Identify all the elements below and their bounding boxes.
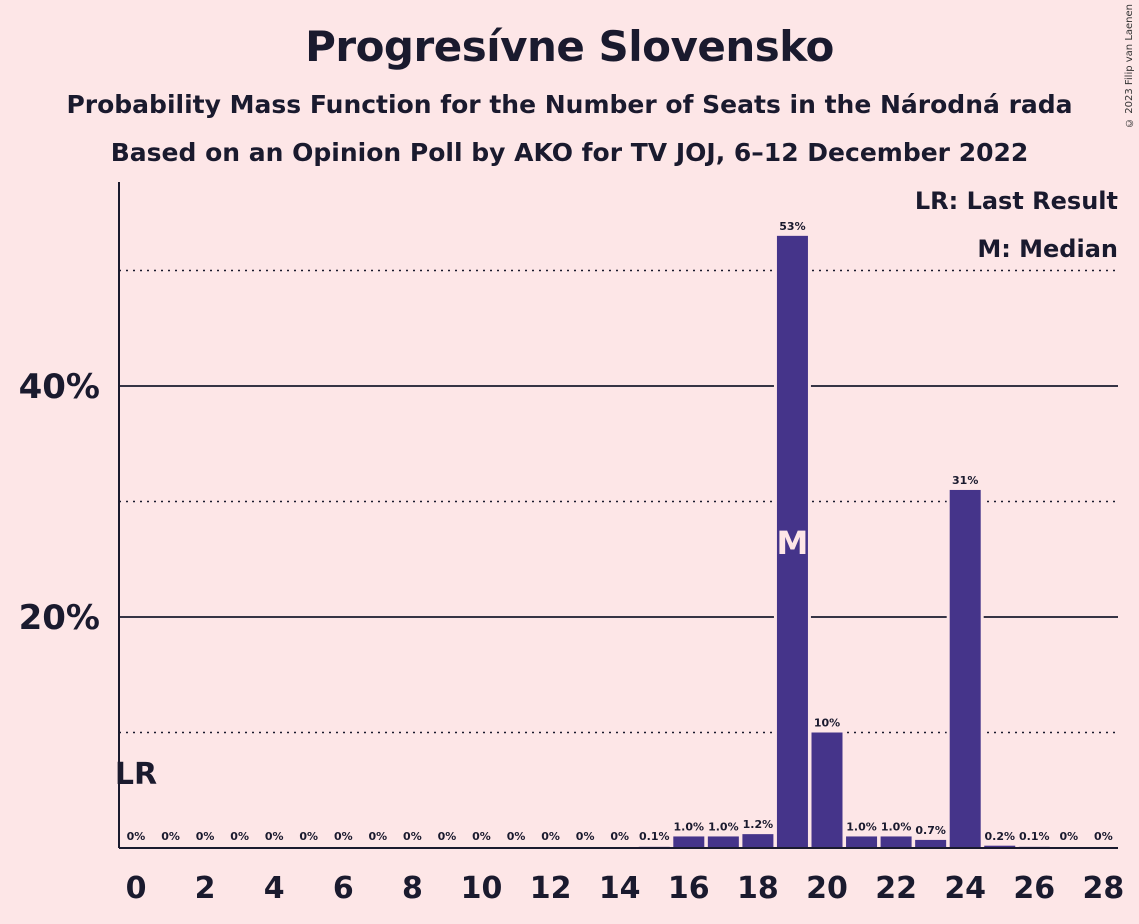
x-tick-label: 22 [875,871,917,906]
data-label: 53% [779,220,805,233]
chart-title: Progresívne Slovensko [305,22,834,71]
data-label: 0% [1060,830,1079,843]
data-label: 0% [230,830,249,843]
legend-last-result: LR: Last Result [915,187,1118,215]
data-label: 0% [1094,830,1113,843]
x-tick-label: 8 [402,871,423,906]
bars: 0% 0% 0% 0% 0% 0% 0% 0% 0% 0% 0% 0% 0% 0% 0% 0.1%1.0% 1.… [127,220,1113,849]
data-label: 1.2% [743,818,774,831]
bar [776,235,808,849]
x-tick-label: 2 [195,871,216,906]
data-label: 0.2% [984,830,1015,843]
bar [707,836,739,848]
data-label: 0% [127,830,146,843]
bar [949,489,981,848]
bar [984,845,1016,848]
x-tick-label: 10 [461,871,503,906]
data-label: 1.0% [708,820,739,833]
data-label: 0.1% [639,830,670,843]
data-label: 1.0% [674,820,705,833]
chart-subtitle: Probability Mass Function for the Number… [66,90,1073,119]
y-tick-label: 40% [19,367,100,407]
bar [673,836,705,848]
data-label: 0% [369,830,388,843]
data-label: 0% [299,830,318,843]
data-label: 1.0% [846,820,877,833]
median-marker: M [777,524,809,562]
data-label: 0% [610,830,629,843]
data-label: 0% [403,830,422,843]
x-tick-label: 14 [599,871,641,906]
data-label: 0% [507,830,526,843]
x-tick-label: 26 [1013,871,1055,906]
bar [742,834,774,848]
x-tick-label: 28 [1083,871,1125,906]
x-tick-label: 18 [737,871,779,906]
bar [880,836,912,848]
y-tick-label: 20% [19,598,100,638]
data-label: 0% [161,830,180,843]
x-tick-label: 12 [530,871,572,906]
x-tick-label: 24 [944,871,986,906]
data-label: 1.0% [881,820,912,833]
data-label: 0% [196,830,215,843]
data-label: 0% [265,830,284,843]
chart-source: Based on an Opinion Poll by AKO for TV J… [110,138,1029,167]
x-tick-label: 4 [264,871,285,906]
data-label: 0% [334,830,353,843]
bar [846,836,878,848]
data-label: 10% [814,717,840,730]
data-label: 0.1% [1019,830,1050,843]
data-label: 0% [576,830,595,843]
data-label: 0% [541,830,560,843]
data-label: 0% [438,830,457,843]
data-label: 31% [952,474,978,487]
x-tick-label: 6 [333,871,354,906]
data-label: 0% [472,830,491,843]
data-label: 0.7% [915,824,946,837]
legend-median: M: Median [977,235,1118,263]
x-tick-label: 20 [806,871,848,906]
x-tick-label: 16 [668,871,710,906]
last-result-marker: LR [115,757,157,792]
bar [811,732,843,848]
x-tick-label: 0 [126,871,147,906]
bar [915,839,947,848]
